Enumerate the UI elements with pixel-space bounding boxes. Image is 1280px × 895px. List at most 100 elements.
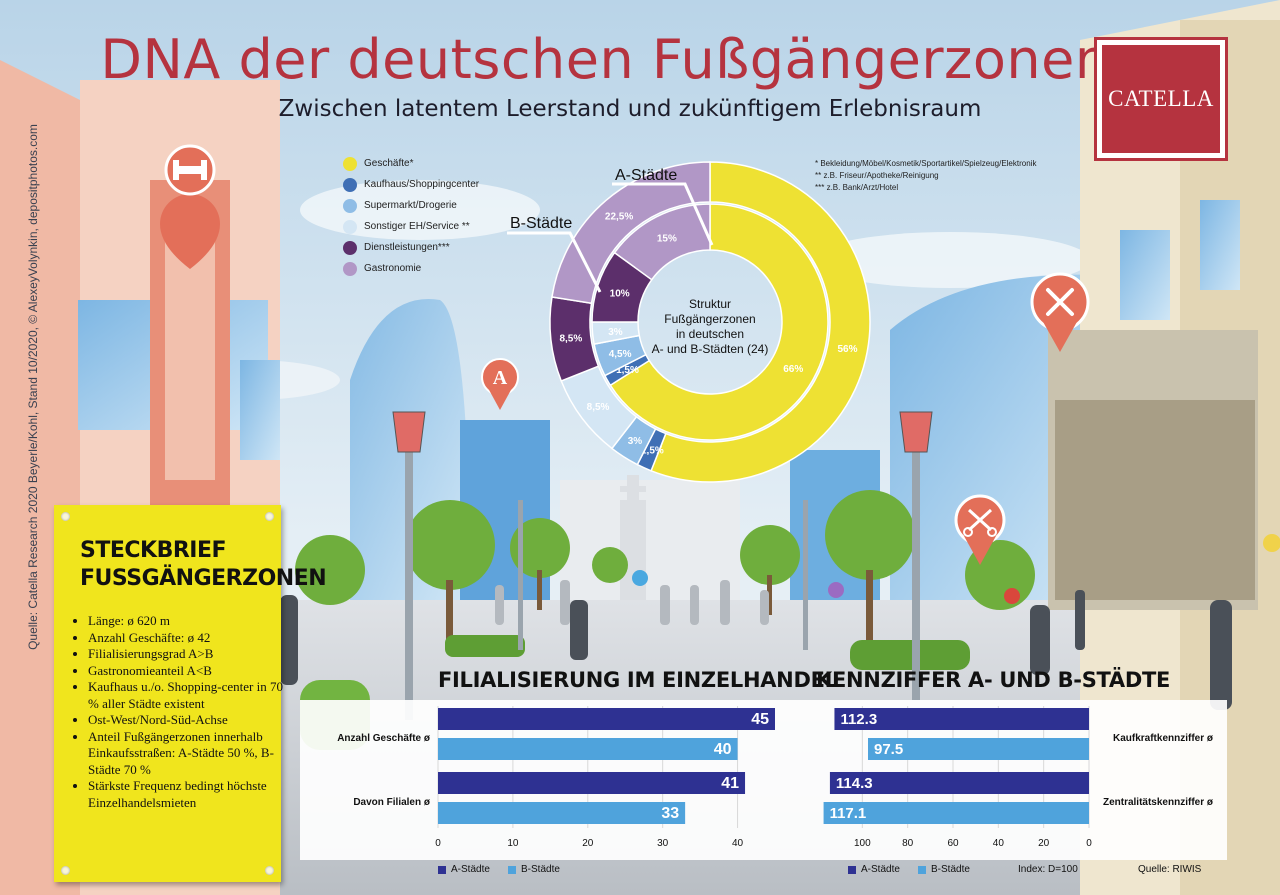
profile-item: Stärkste Frequenz bedingt höchste Einzel… (88, 778, 288, 811)
restaurant-icon (1030, 272, 1090, 352)
profile-list: Länge: ø 620 mAnzahl Geschäfte: ø 42Fili… (76, 613, 288, 811)
legend-swatch (343, 261, 357, 276)
legend-swatch (918, 865, 926, 874)
legend-swatch (848, 865, 856, 874)
legend-b-right: B-Städte (918, 864, 970, 875)
legend-swatch (343, 156, 357, 171)
bar-value-label: 114.3 (836, 775, 873, 792)
bar-value-label: 97.5 (874, 741, 903, 758)
legend-a-left: A-Städte (438, 864, 490, 875)
donut-slice (613, 203, 711, 281)
source-riwis: Quelle: RIWIS (1138, 864, 1202, 875)
legend-label: Geschäfte* (364, 158, 414, 169)
chart-panel (1127, 700, 1227, 860)
pin-dot (265, 512, 274, 521)
profile-item: Anzahl Geschäfte: ø 42 (88, 630, 288, 647)
chart-title-kennziffer: KENNZIFFER A- UND B-STÄDTE (816, 668, 1171, 692)
page-subtitle: Zwischen latentem Leerstand und zukünfti… (278, 96, 982, 122)
tick-label: 0 (435, 838, 441, 849)
footnote-2: ** z.B. Friseur/Apotheke/Reinigung (815, 171, 939, 180)
donut-center-text: in deutschen (676, 327, 744, 341)
category-label: Zentralitätskennziffer ø (1103, 797, 1214, 808)
profile-item: Ost-West/Nord-Süd-Achse (88, 712, 288, 729)
leader-line (612, 182, 714, 246)
legend-swatch (343, 240, 357, 255)
donut-value-label: 8,5% (587, 402, 610, 413)
legend-label: B-Städte (521, 864, 560, 875)
donut-value-label: 56% (838, 344, 858, 355)
profile-item: Filialisierungsgrad A>B (88, 646, 288, 663)
donut-value-label: 3% (628, 436, 643, 447)
bar-b-staedte (438, 802, 686, 824)
donut-value-label: 1,5% (641, 446, 664, 457)
legend-b-left: B-Städte (508, 864, 560, 875)
dumbbell-icon (160, 144, 220, 269)
profile-title-line2: FUSSGÄNGERZONEN (80, 566, 327, 591)
tick-label: 20 (582, 838, 594, 849)
donut-value-label: 10% (610, 289, 630, 300)
legend-swatch (343, 198, 357, 213)
footnotes: * Bekleidung/Möbel/Kosmetik/Sportartikel… (815, 158, 1036, 194)
legend-a-right: A-Städte (848, 864, 900, 875)
leader-line (507, 231, 602, 293)
legend-label: A-Städte (451, 864, 490, 875)
tick-label: 30 (657, 838, 669, 849)
tick-label: 40 (732, 838, 744, 849)
legend-swatch (343, 177, 357, 192)
category-label: Kaufkraftkennziffer ø (1113, 733, 1214, 744)
legend-label: Gastronomie (364, 263, 422, 274)
bar-value-label: 41 (721, 775, 739, 792)
bar-b-staedte (823, 802, 1089, 824)
donut-center-text: A- und B-Städten (24) (652, 342, 769, 356)
pharmacy-icon: A (481, 358, 519, 410)
legend-label: Supermarkt/Drogerie (364, 200, 457, 211)
bar-value-label: 33 (661, 805, 679, 822)
svg-text:A: A (493, 367, 508, 389)
donut-value-label: 3% (608, 327, 623, 338)
donut-slice (650, 161, 871, 483)
donut-legend: Geschäfte* Kaufhaus/Shoppingcenter Superma… (343, 153, 523, 279)
series-label-b: B-Städte (510, 215, 572, 232)
donut-value-label: 1,5% (616, 365, 639, 376)
legend-label: B-Städte (931, 864, 970, 875)
pin-dot (61, 512, 70, 521)
bar-b-staedte (438, 738, 738, 760)
legend-item: Dienstleistungen*** (343, 237, 523, 258)
bar-value-label: 40 (714, 741, 732, 758)
index-note: Index: D=100 (1018, 864, 1078, 875)
series-label-a: A-Städte (615, 167, 677, 184)
page-title: DNA der deutschen Fußgängerzonen (100, 28, 1110, 91)
legend-label: Sonstiger EH/Service ** (364, 221, 470, 232)
scissors-icon (954, 494, 1006, 565)
tick-label: 80 (902, 838, 914, 849)
bar-a-staedte (829, 772, 1089, 794)
bar-b-staedte (868, 738, 1089, 760)
profile-item: Anteil Fußgängerzonen innerhalb Einkaufs… (88, 729, 288, 779)
legend-swatch (508, 865, 516, 874)
donut-value-label: 66% (783, 364, 803, 375)
legend-item: Sonstiger EH/Service ** (343, 216, 523, 237)
footnote-3: *** z.B. Bank/Arzt/Hotel (815, 183, 899, 192)
legend-item: Geschäfte* (343, 153, 523, 174)
bar-a-staedte (834, 708, 1089, 730)
bar-a-staedte (438, 708, 775, 730)
category-label: Anzahl Geschäfte ø (337, 733, 431, 744)
pin-dot (61, 866, 70, 875)
legend-item: Gastronomie (343, 258, 523, 279)
profile-item: Gastronomieanteil A<B (88, 663, 288, 680)
donut-center-text: Fußgängerzonen (664, 312, 755, 326)
tick-label: 100 (854, 838, 871, 849)
donut-value-label: 8,5% (559, 333, 582, 344)
profile-title: STECKBRIEF FUSSGÄNGERZONEN (80, 537, 327, 593)
profile-item: Kaufhaus u./o. Shopping-center in 70 % a… (88, 679, 288, 712)
donut-value-label: 15% (657, 233, 677, 244)
tick-label: 10 (507, 838, 519, 849)
donut-value-label: 22,5% (605, 212, 633, 223)
tick-label: 0 (1086, 838, 1092, 849)
pin-dot (265, 866, 274, 875)
tick-label: 40 (993, 838, 1005, 849)
tick-label: 60 (947, 838, 959, 849)
profile-title-line1: STECKBRIEF (80, 538, 227, 563)
donut-value-label: 4,5% (609, 349, 632, 360)
